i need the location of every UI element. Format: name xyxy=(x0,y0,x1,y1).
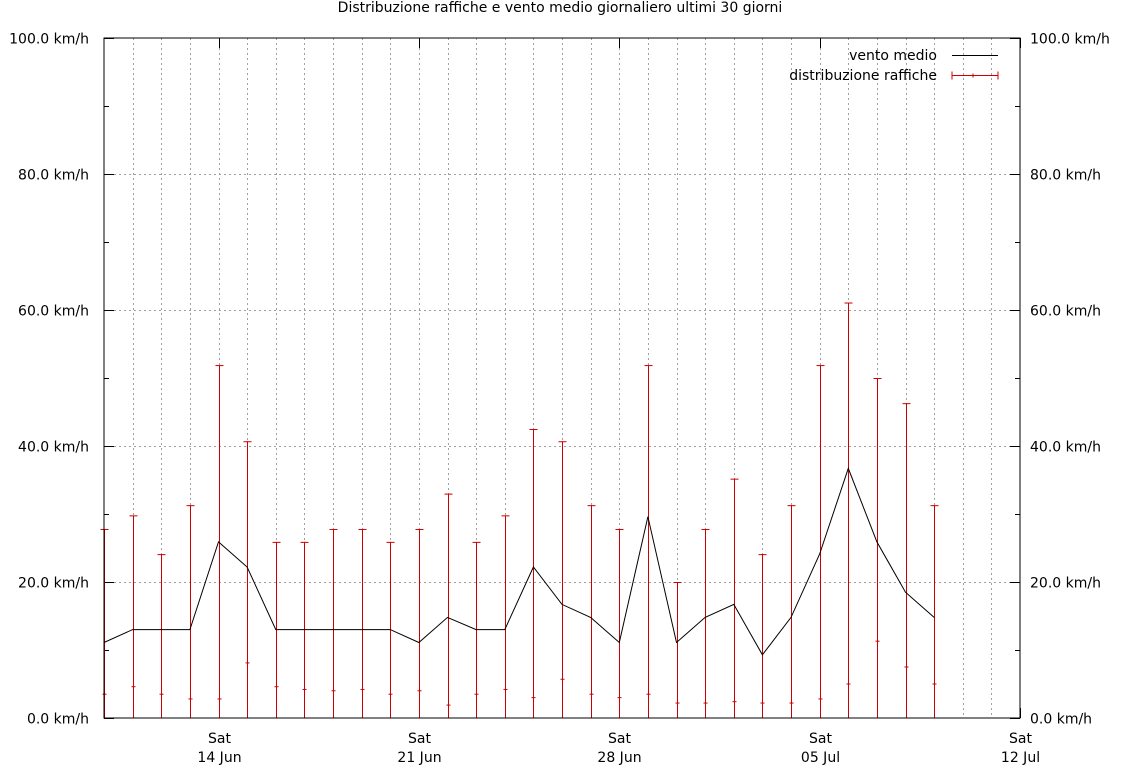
y-tick-label-left: 40.0 km/h xyxy=(18,440,89,456)
y-tick-label-left: 20.0 km/h xyxy=(18,576,89,592)
gust-errorbar xyxy=(157,554,166,718)
gust-errorbar xyxy=(558,441,567,718)
vento-medio-line xyxy=(103,466,935,656)
gust-errorbar xyxy=(873,378,882,718)
gust-errorbar xyxy=(529,429,538,718)
legend-label-distribuzione-raffiche: distribuzione raffiche xyxy=(789,68,937,84)
y-tick-label-right: 80.0 km/h xyxy=(1030,168,1101,184)
axis-layer: 0.0 km/h 0.0 km/h 20.0 km/h 20.0 km/h 40.0 k… xyxy=(9,32,1110,766)
y-tick-label-left: 0.0 km/h xyxy=(27,712,89,728)
gust-errorbar xyxy=(758,554,767,718)
raffiche-series xyxy=(100,302,939,718)
x-tick-date-label: 28 Jun xyxy=(597,750,641,766)
x-tick-day-label: Sat xyxy=(608,731,631,747)
y-tick-label-left: 100.0 km/h xyxy=(9,32,89,48)
y-tick-label-left: 60.0 km/h xyxy=(18,304,89,320)
x-tick-date-label: 12 Jul xyxy=(1001,750,1040,766)
x-tick-day-label: Sat xyxy=(408,731,431,747)
gust-errorbar xyxy=(816,365,825,718)
legend-label-vento-medio: vento medio xyxy=(849,48,937,64)
plot-border xyxy=(103,37,1021,719)
gust-errorbar xyxy=(186,505,195,718)
legend: vento medio distribuzione raffiche xyxy=(789,48,999,84)
gust-errorbar xyxy=(358,528,367,718)
gust-errorbar xyxy=(243,441,252,718)
gust-errorbar xyxy=(644,365,653,718)
y-tick-label-right: 40.0 km/h xyxy=(1030,440,1101,456)
vento-medio-series xyxy=(103,466,935,656)
gust-errorbar xyxy=(615,528,624,718)
gust-errorbar xyxy=(730,478,739,718)
gust-errorbar xyxy=(329,528,338,718)
gust-errorbar xyxy=(902,403,911,718)
gust-errorbar xyxy=(129,515,138,718)
gust-errorbar xyxy=(215,365,224,718)
y-tick-label-left: 80.0 km/h xyxy=(18,168,89,184)
x-tick-day-label: Sat xyxy=(809,731,832,747)
x-tick-day-label: Sat xyxy=(1009,731,1032,747)
legend-swatch-distribuzione-raffiche xyxy=(951,71,999,80)
x-tick-date-label: 14 Jun xyxy=(197,750,241,766)
y-tick-label-right: 100.0 km/h xyxy=(1030,32,1110,48)
gust-errorbar xyxy=(930,505,939,718)
gust-errorbar xyxy=(787,505,796,718)
gust-errorbar xyxy=(587,505,596,718)
gust-errorbar xyxy=(844,302,853,718)
gust-errorbar xyxy=(501,515,510,718)
gust-errorbar xyxy=(673,582,682,718)
x-tick-date-label: 21 Jun xyxy=(397,750,441,766)
gust-errorbar xyxy=(444,493,453,718)
gust-errorbar xyxy=(701,528,710,718)
gust-errorbar xyxy=(415,528,424,718)
y-tick-label-right: 0.0 km/h xyxy=(1030,712,1092,728)
x-tick-date-label: 05 Jul xyxy=(801,750,840,766)
chart-title: Distribuzione raffiche e vento medio gio… xyxy=(338,0,783,16)
y-tick-label-right: 20.0 km/h xyxy=(1030,576,1101,592)
y-tick-label-right: 60.0 km/h xyxy=(1030,304,1101,320)
x-tick-day-label: Sat xyxy=(208,731,231,747)
